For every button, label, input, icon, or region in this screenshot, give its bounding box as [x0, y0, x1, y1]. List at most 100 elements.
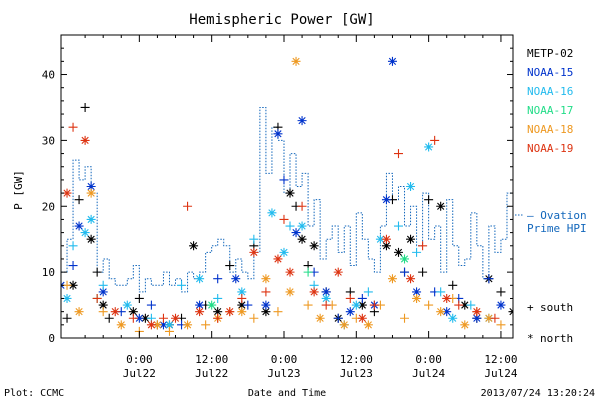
north-point — [297, 116, 307, 126]
legend-entry: NOAA-19 — [527, 142, 573, 155]
south-point — [448, 280, 458, 290]
south-point — [430, 135, 440, 145]
legend-entry: NOAA-15 — [527, 66, 573, 79]
north-point — [297, 221, 307, 231]
north-point — [333, 267, 343, 277]
south-point — [393, 221, 403, 231]
north-point — [387, 274, 397, 284]
north-point — [273, 129, 283, 139]
north-point — [442, 307, 452, 317]
north-point — [291, 56, 301, 66]
north-point — [363, 320, 373, 330]
north-point — [460, 320, 470, 330]
south-point — [104, 313, 114, 323]
south-point — [333, 313, 343, 323]
y-tick-label: 40 — [42, 69, 55, 82]
legend: METP-02 NOAA-15 NOAA-16 NOAA-17 NOAA-18 NOAA-… — [515, 47, 587, 345]
north-point — [381, 195, 391, 205]
north-point — [309, 241, 319, 251]
legend-ovation-line2: Prime HPI — [527, 222, 587, 235]
north-point — [249, 247, 259, 257]
north-point — [183, 320, 193, 330]
south-point — [454, 300, 464, 310]
axes: 0102030400:00Jul2212:00Jul220:00Jul2312:… — [42, 35, 518, 380]
north-point — [80, 135, 90, 145]
plot-frame — [60, 34, 514, 339]
north-point — [68, 280, 78, 290]
south-point — [400, 267, 410, 277]
x-tick-date: Jul23 — [267, 367, 300, 380]
x-tick-date: Jul23 — [340, 367, 373, 380]
north-point — [393, 247, 403, 257]
south-point — [418, 267, 428, 277]
south-point — [177, 280, 187, 290]
south-point — [98, 280, 108, 290]
south-point — [164, 326, 174, 336]
south-point — [74, 195, 84, 205]
legend-entry: NOAA-18 — [527, 123, 573, 136]
north-point — [116, 320, 126, 330]
north-point — [291, 228, 301, 238]
north-point — [321, 287, 331, 297]
x-tick-date: Jul22 — [123, 367, 156, 380]
south-point — [243, 300, 253, 310]
north-point — [412, 293, 422, 303]
north-point — [297, 234, 307, 244]
north-point — [80, 228, 90, 238]
south-point — [146, 300, 156, 310]
series-noaa-17 — [92, 254, 410, 310]
y-tick-label: 0 — [48, 332, 55, 345]
north-point — [484, 313, 494, 323]
north-point — [460, 300, 470, 310]
south-point — [496, 320, 506, 330]
south-point — [158, 313, 168, 323]
north-point — [62, 188, 72, 198]
north-point — [339, 320, 349, 330]
north-point — [110, 307, 120, 317]
north-point — [189, 241, 199, 251]
north-point — [86, 234, 96, 244]
series-noaa-19 — [62, 122, 500, 330]
south-point — [303, 267, 313, 277]
south-point — [424, 300, 434, 310]
south-point — [393, 149, 403, 159]
south-point — [418, 241, 428, 251]
footer-plot-source: Plot: CCMC — [4, 388, 64, 399]
north-point — [74, 307, 84, 317]
legend-marker-label: north — [540, 332, 573, 345]
south-point — [62, 313, 72, 323]
south-point — [279, 214, 289, 224]
x-tick-time: 0:00 — [271, 353, 298, 366]
south-point — [345, 293, 355, 303]
y-tick-label: 10 — [42, 266, 55, 279]
x-tick-date: Jul24 — [484, 367, 517, 380]
legend-ovation-line1: — Ovation — [527, 209, 587, 222]
legend-marker-symbol: * — [527, 332, 534, 345]
south-point — [128, 313, 138, 323]
north-point — [128, 307, 138, 317]
north-point — [146, 320, 156, 330]
south-point — [273, 307, 283, 317]
data-points — [61, 56, 513, 336]
south-point — [68, 261, 78, 271]
north-point — [158, 320, 168, 330]
chart-title: Hemispheric Power [GW] — [189, 12, 374, 28]
x-tick-time: 12:00 — [340, 353, 373, 366]
north-point — [472, 307, 482, 317]
north-point — [309, 287, 319, 297]
south-point — [363, 287, 373, 297]
north-point — [62, 293, 72, 303]
south-point — [134, 293, 144, 303]
north-point — [412, 287, 422, 297]
legend-entry: METP-02 — [527, 47, 573, 60]
north-point — [86, 214, 96, 224]
north-point — [164, 320, 174, 330]
south-point — [297, 201, 307, 211]
south-point — [369, 300, 379, 310]
north-point — [381, 234, 391, 244]
north-point — [381, 241, 391, 251]
north-point — [195, 307, 205, 317]
north-point — [134, 313, 144, 323]
ovation-hpi-line — [61, 106, 513, 293]
